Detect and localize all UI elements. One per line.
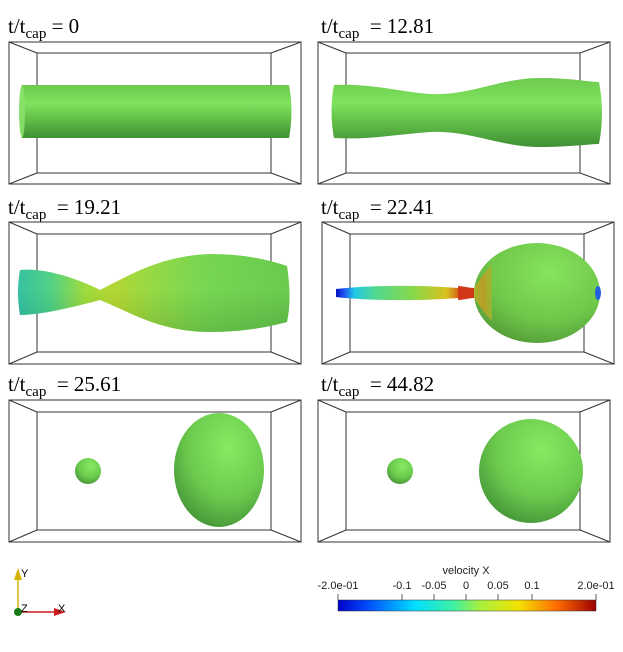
panel-label-6: t/tcap = 44.82 (321, 372, 434, 400)
axis-label-z: Z (21, 603, 28, 615)
panel-label-3: t/tcap = 19.21 (8, 195, 121, 223)
colorbar-tick-label: -2.0e-01 (318, 580, 359, 592)
jet-cylinder-1 (19, 85, 292, 138)
panel-label-5: t/tcap = 25.61 (8, 372, 121, 400)
colorbar-gradient (337, 599, 597, 612)
panel-label-2: t/tcap = 12.81 (321, 14, 434, 42)
axis-label-y: Y (21, 568, 29, 580)
colorbar-tick-label: 0 (463, 580, 469, 592)
colorbar-tick-label: -0.05 (421, 580, 446, 592)
colorbar-tick-label: 0.1 (524, 580, 539, 592)
axes-triad: Y Z X (14, 568, 66, 616)
drops-6 (387, 419, 583, 523)
jet-pinching-4 (336, 243, 601, 343)
colorbar-tick-label: -0.1 (393, 580, 412, 592)
panel-label-1: t/tcap = 0 (8, 14, 79, 42)
axis-label-x: X (58, 603, 66, 615)
colorbar-title: velocity X (442, 565, 490, 577)
domain-box-6 (317, 399, 611, 543)
colorbar-tick-label: 2.0e-01 (577, 580, 614, 592)
panel-label-4: t/tcap = 22.41 (321, 195, 434, 223)
domain-box-5 (8, 399, 302, 543)
drops-5 (75, 413, 264, 527)
jet-necked-2 (331, 78, 602, 147)
colorbar: velocity X -2.0e-01 -0.1 -0.05 0 0.05 0.1 2.0e… (318, 565, 615, 612)
jet-thinning-3 (18, 254, 290, 332)
colorbar-tick-label: 0.05 (487, 580, 508, 592)
